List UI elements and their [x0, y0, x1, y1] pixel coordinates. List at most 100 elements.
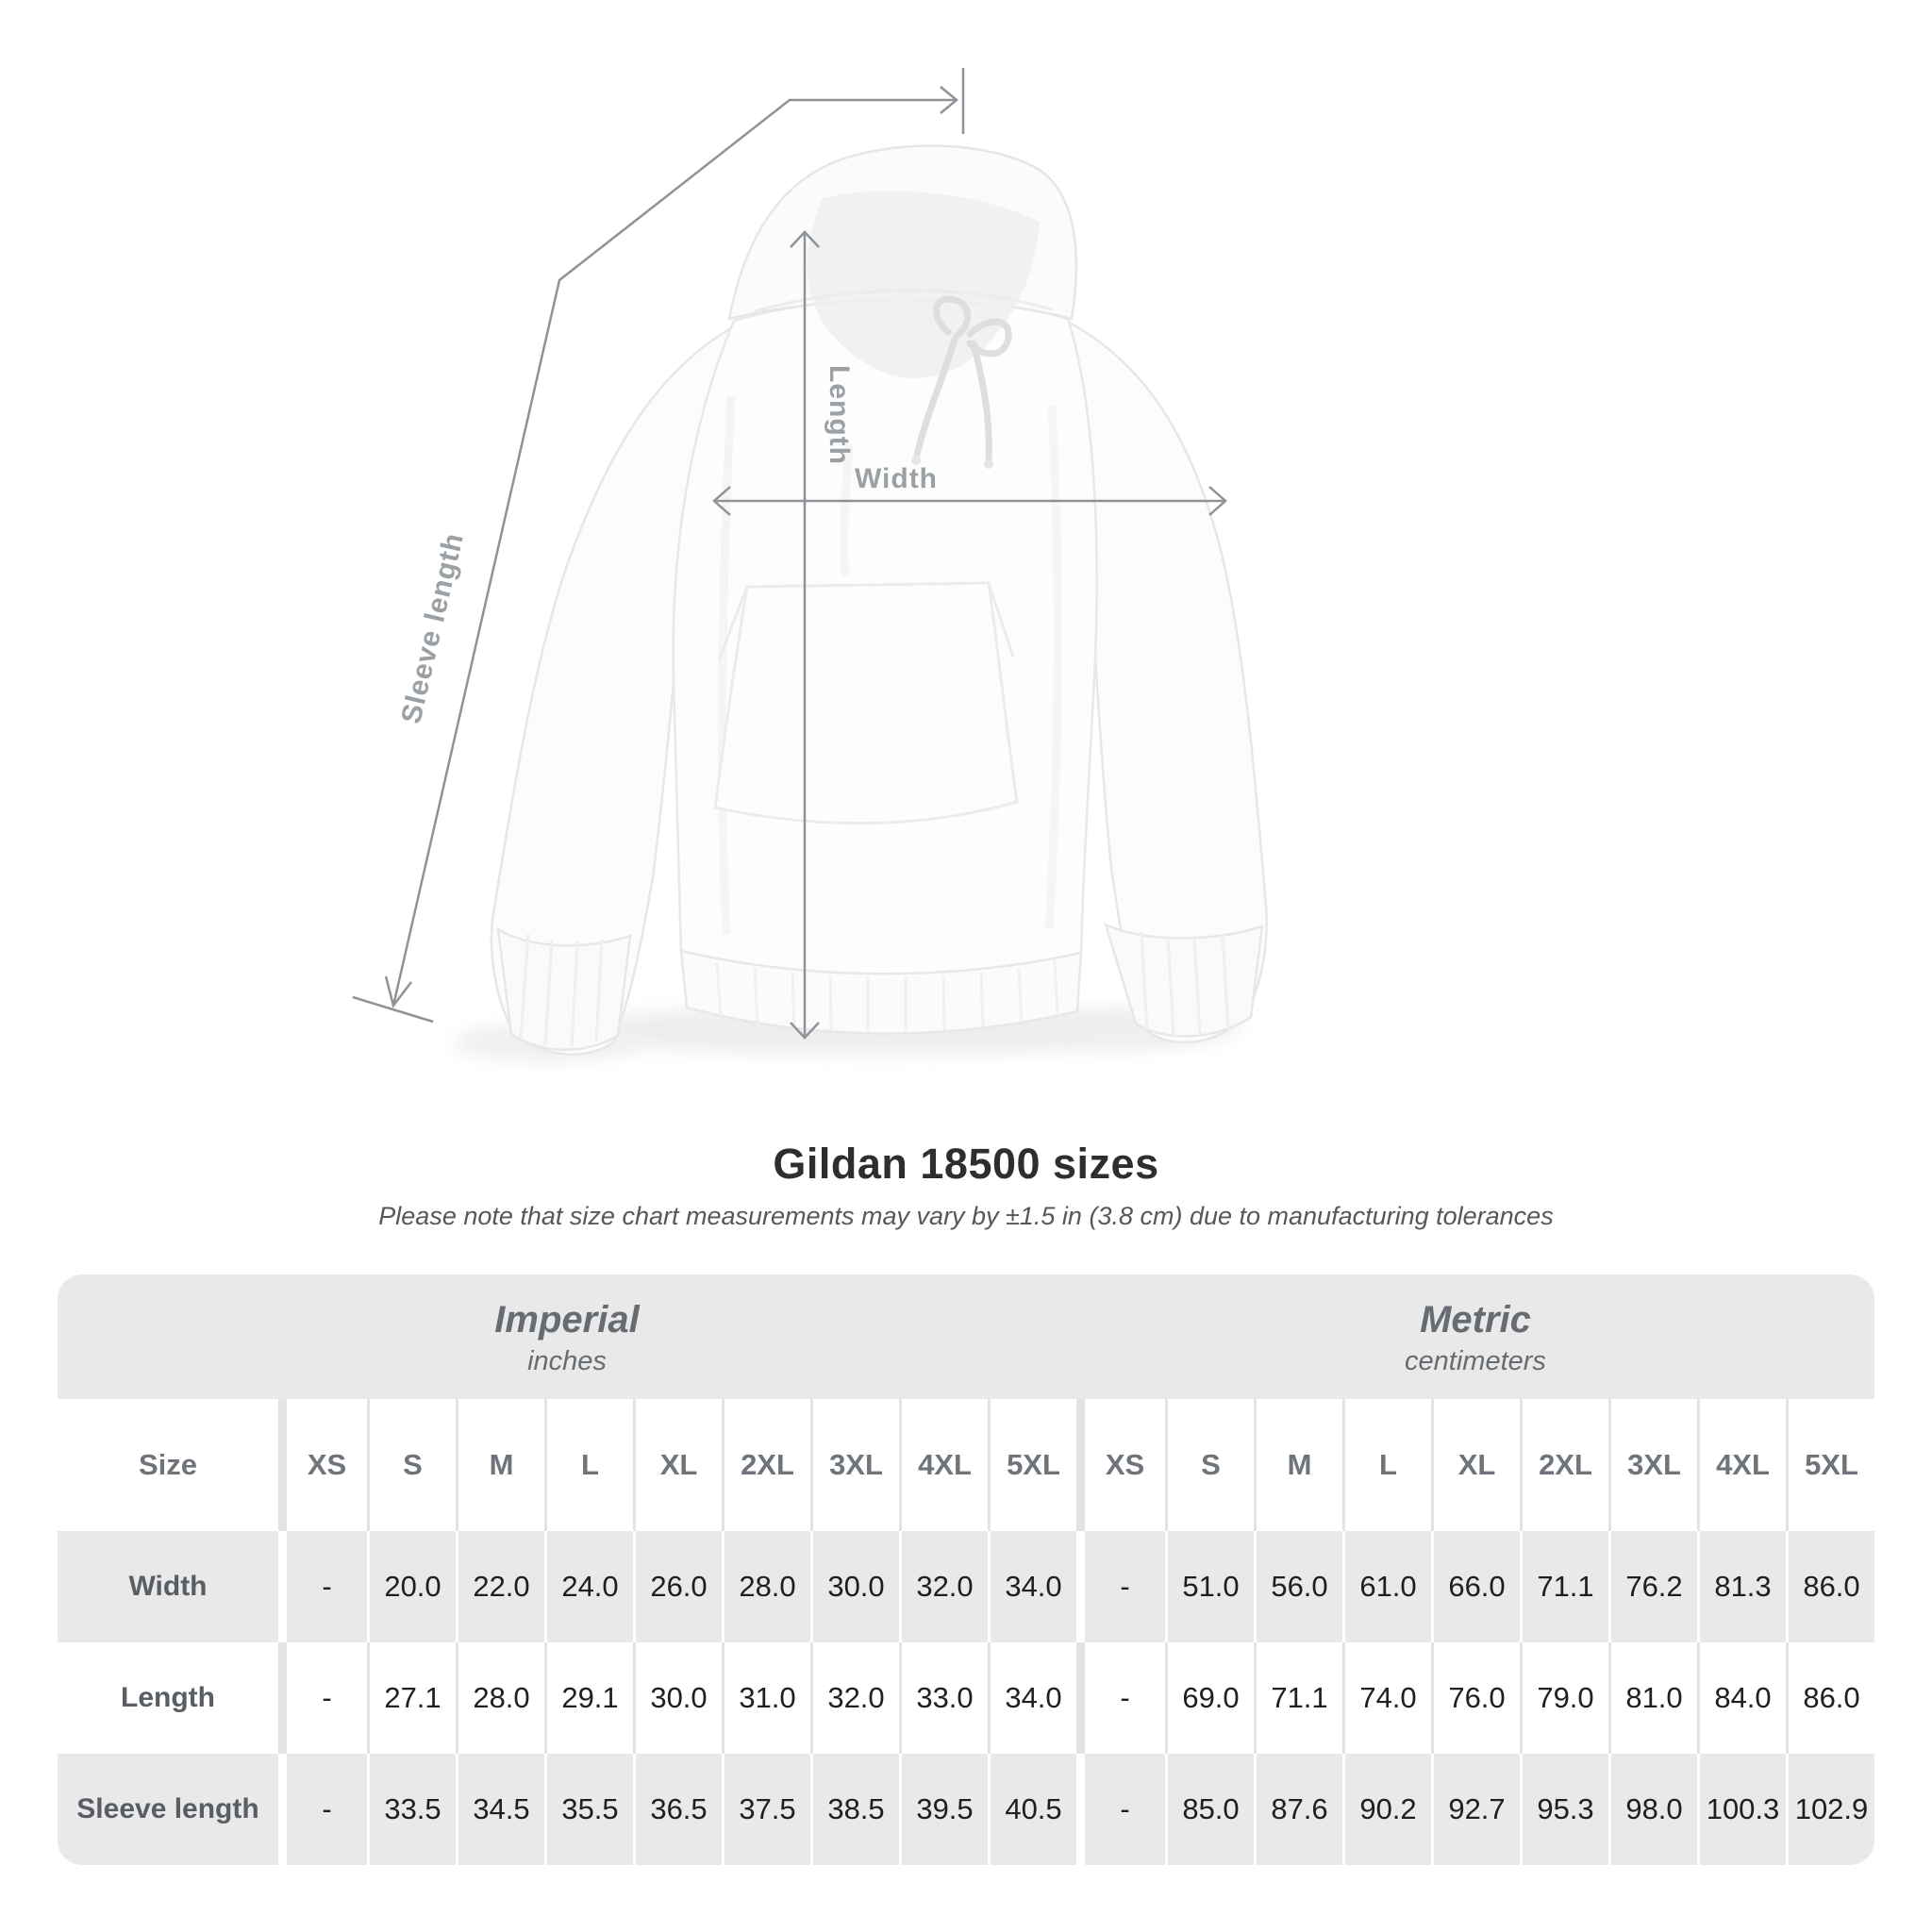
cell-metric-m-length: 71.1 [1254, 1642, 1342, 1754]
cell-metric-s-sleeve-length: 85.0 [1165, 1754, 1254, 1865]
cell-imperial-l-sleeve-length: 35.5 [544, 1754, 633, 1865]
size-header-metric-4xl: 4XL [1697, 1399, 1786, 1531]
cell-metric-m-width: 56.0 [1254, 1531, 1342, 1642]
cell-imperial-2xl-width: 28.0 [722, 1531, 810, 1642]
unit-group-imperial: Imperial inches [58, 1274, 1076, 1399]
cell-metric-4xl-width: 81.3 [1697, 1531, 1786, 1642]
size-header-imperial-xl: XL [633, 1399, 722, 1531]
cell-metric-2xl-length: 79.0 [1520, 1642, 1608, 1754]
hood-opening [807, 191, 1040, 378]
cell-metric-4xl-sleeve-length: 100.3 [1697, 1754, 1786, 1865]
cell-metric-4xl-length: 84.0 [1697, 1642, 1786, 1754]
sleeve-length-arrow-bottom [384, 975, 412, 1008]
cell-metric-l-width: 61.0 [1342, 1531, 1431, 1642]
cell-metric-l-length: 74.0 [1342, 1642, 1431, 1754]
cell-metric-3xl-width: 76.2 [1608, 1531, 1697, 1642]
cell-metric-2xl-sleeve-length: 95.3 [1520, 1754, 1608, 1865]
cell-imperial-3xl-length: 32.0 [810, 1642, 899, 1754]
cell-metric-2xl-width: 71.1 [1520, 1531, 1608, 1642]
cell-imperial-xs-length: - [278, 1642, 367, 1754]
drawstring-left [913, 336, 958, 458]
sleeve-length-end-cap [352, 995, 434, 1024]
size-header-metric-3xl: 3XL [1608, 1399, 1697, 1531]
tolerance-note: Please note that size chart measurements… [378, 1202, 1554, 1230]
heading-section: Gildan 18500 sizes Please note that size… [0, 1140, 1932, 1231]
length-label: Length [824, 365, 855, 465]
cell-metric-s-length: 69.0 [1165, 1642, 1254, 1754]
cell-imperial-4xl-length: 33.0 [899, 1642, 988, 1754]
aglet-left [911, 456, 921, 465]
cell-metric-xs-length: - [1076, 1642, 1165, 1754]
fabric-folds [717, 395, 1062, 935]
cell-metric-xs-width: - [1076, 1531, 1165, 1642]
cuff-ribbing [519, 931, 1230, 1048]
size-header-metric-s: S [1165, 1399, 1254, 1531]
drawstring-bow-right-loop [966, 318, 1012, 358]
cell-imperial-m-length: 28.0 [456, 1642, 544, 1754]
unit-group-title-imperial: Imperial [494, 1299, 640, 1341]
drawstring-right [970, 340, 992, 462]
unit-group-title-metric: Metric [1420, 1299, 1531, 1341]
hoodie-illustration: Sleeve length Length Width [352, 68, 1268, 1061]
size-header-imperial-4xl: 4XL [899, 1399, 988, 1531]
size-header-imperial-3xl: 3XL [810, 1399, 899, 1531]
drawstring-bow-left-loop [932, 295, 972, 340]
cell-imperial-xl-width: 26.0 [633, 1531, 722, 1642]
cell-imperial-5xl-length: 34.0 [988, 1642, 1076, 1754]
cell-imperial-2xl-length: 31.0 [722, 1642, 810, 1754]
cell-imperial-m-sleeve-length: 34.5 [456, 1754, 544, 1865]
cell-imperial-2xl-sleeve-length: 37.5 [722, 1754, 810, 1865]
pocket-opening-left [717, 586, 749, 661]
cell-metric-xs-sleeve-length: - [1076, 1754, 1165, 1865]
size-header-imperial-xs: XS [278, 1399, 367, 1531]
size-header-imperial-l: L [544, 1399, 633, 1531]
cell-metric-l-sleeve-length: 90.2 [1342, 1754, 1431, 1865]
cell-imperial-xl-length: 30.0 [633, 1642, 722, 1754]
width-label: Width [855, 463, 938, 494]
width-arrow-left [712, 486, 731, 516]
drawstrings [913, 295, 1012, 462]
cell-imperial-3xl-width: 30.0 [810, 1531, 899, 1642]
cell-metric-3xl-sleeve-length: 98.0 [1608, 1754, 1697, 1865]
unit-group-metric: Metric centimeters [1076, 1274, 1874, 1399]
cell-metric-xl-length: 76.0 [1431, 1642, 1520, 1754]
cell-imperial-s-length: 27.1 [367, 1642, 456, 1754]
cell-imperial-4xl-width: 32.0 [899, 1531, 988, 1642]
unit-group-unit-imperial: inches [527, 1346, 607, 1376]
unit-group-unit-metric: centimeters [1405, 1346, 1546, 1376]
hoodie-measurement-diagram: Sleeve length Length Width [352, 68, 1268, 1061]
kangaroo-pocket [713, 581, 1019, 825]
cell-imperial-xs-width: - [278, 1531, 367, 1642]
size-header-metric-xs: XS [1076, 1399, 1165, 1531]
size-header-imperial-s: S [367, 1399, 456, 1531]
sleeve-length-measure-line [391, 98, 957, 1007]
length-arrow-down [790, 1022, 820, 1040]
aglet-right [984, 459, 993, 469]
cell-metric-5xl-width: 86.0 [1786, 1531, 1874, 1642]
length-arrow-up [790, 230, 820, 248]
waistband-ribbing [715, 959, 1059, 1032]
width-arrow-right [1208, 486, 1227, 516]
cell-metric-xl-sleeve-length: 92.7 [1431, 1754, 1520, 1865]
cell-imperial-xs-sleeve-length: - [278, 1754, 367, 1865]
cell-imperial-s-width: 20.0 [367, 1531, 456, 1642]
sleeve-length-arrow-top [940, 86, 958, 114]
page-title: Gildan 18500 sizes [773, 1140, 1159, 1188]
cell-imperial-l-length: 29.1 [544, 1642, 633, 1754]
size-header-metric-l: L [1342, 1399, 1431, 1531]
row-label-length: Length [58, 1642, 278, 1754]
cell-metric-3xl-length: 81.0 [1608, 1642, 1697, 1754]
cell-metric-m-sleeve-length: 87.6 [1254, 1754, 1342, 1865]
size-header-metric-2xl: 2XL [1520, 1399, 1608, 1531]
cell-metric-s-width: 51.0 [1165, 1531, 1254, 1642]
left-cuff [496, 926, 632, 1051]
sleeve-length-label: Sleeve length [395, 530, 470, 727]
cell-imperial-3xl-sleeve-length: 38.5 [810, 1754, 899, 1865]
cell-imperial-xl-sleeve-length: 36.5 [633, 1754, 722, 1865]
cell-imperial-4xl-sleeve-length: 39.5 [899, 1754, 988, 1865]
row-label-width: Width [58, 1531, 278, 1642]
cell-metric-5xl-sleeve-length: 102.9 [1786, 1754, 1874, 1865]
cell-imperial-5xl-sleeve-length: 40.5 [988, 1754, 1076, 1865]
cell-imperial-l-width: 24.0 [544, 1531, 633, 1642]
size-header-imperial-m: M [456, 1399, 544, 1531]
